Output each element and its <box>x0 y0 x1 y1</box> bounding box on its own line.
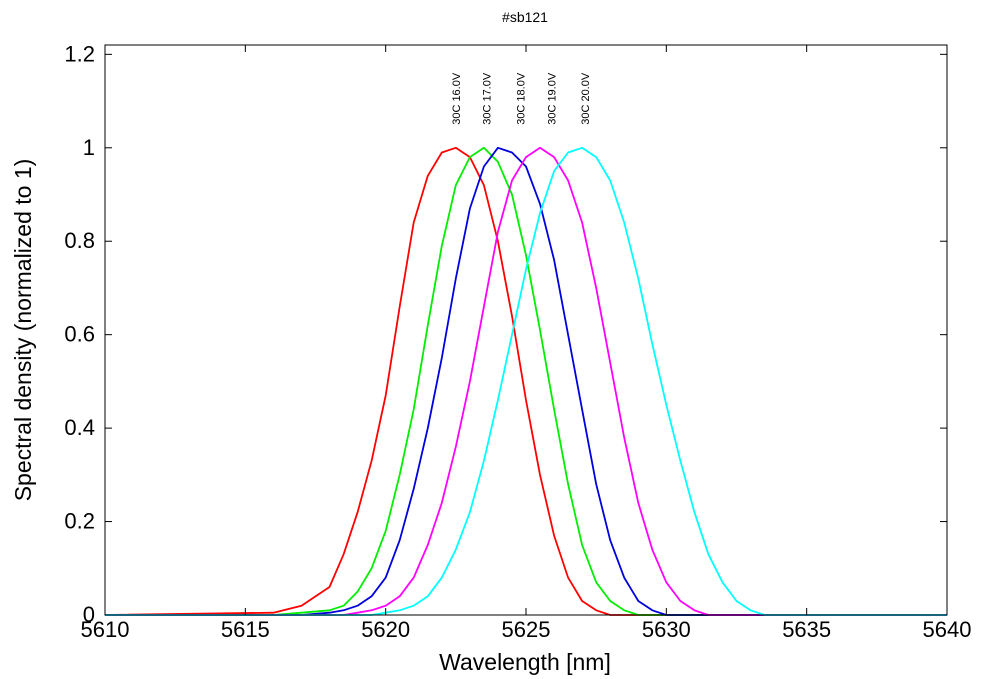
x-tick-label: 5610 <box>81 617 130 642</box>
series-label-2: 30C 17.0V <box>482 72 494 125</box>
y-tick-label: 0.4 <box>64 415 95 440</box>
series-line-4 <box>105 146 947 616</box>
x-tick-label: 5620 <box>361 617 410 642</box>
series-label-3: 30C 18.0V <box>515 72 527 125</box>
plot-frame <box>104 44 948 616</box>
series-line-2 <box>105 146 947 616</box>
x-tick-label: 5640 <box>923 617 972 642</box>
series-label-1: 30C 16.0V <box>451 72 463 125</box>
y-tick-label: 0.8 <box>64 228 95 253</box>
series-line-1 <box>104 146 947 616</box>
x-tick-label: 5625 <box>502 617 551 642</box>
x-tick-label: 5630 <box>642 617 691 642</box>
series-line-5 <box>105 146 947 616</box>
x-tick-label: 5615 <box>221 617 270 642</box>
x-axis-title: Wavelength [nm] <box>439 649 611 675</box>
y-tick-label: 0.2 <box>64 509 95 534</box>
y-tick-label: 1 <box>83 135 95 160</box>
y-tick-label: 0 <box>83 602 95 627</box>
y-tick-label: 0.6 <box>64 322 95 347</box>
series-label-4: 30C 19.0V <box>546 72 558 125</box>
chart-title: #sb121 <box>502 9 548 25</box>
series-label-5: 30C 20.0V <box>580 72 592 125</box>
series-line-3 <box>105 146 947 616</box>
plot-area: 5610 5615 5620 5625 5630 5635 5640 0 0.2 0.4 0.6 0.… <box>64 41 971 642</box>
y-axis-title: Spectral density (normalized to 1) <box>10 159 36 502</box>
x-tick-label: 5635 <box>782 617 831 642</box>
y-tick-label: 1.2 <box>64 41 95 66</box>
